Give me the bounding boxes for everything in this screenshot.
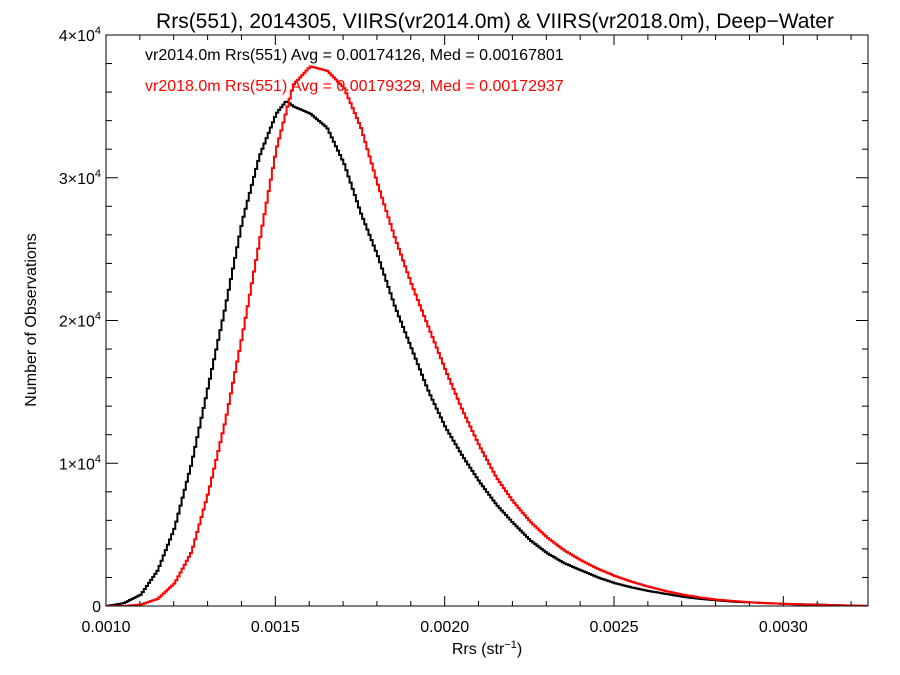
y-axis-label: Number of Observations — [23, 233, 40, 406]
x-axis-label: Rrs (str−1) — [452, 639, 522, 658]
y-tick-label: 1×104 — [59, 453, 101, 473]
legend-entry-1: vr2014.0m Rrs(551) Avg = 0.00174126, Med… — [145, 47, 564, 64]
y-tick-label: 4×104 — [59, 25, 101, 45]
chart-title: Rrs(551), 2014305, VIIRS(vr2014.0m) & VI… — [156, 10, 834, 33]
x-tick-label: 0.0020 — [420, 619, 469, 636]
series-line-1 — [106, 100, 868, 606]
y-tick-label: 0 — [92, 599, 101, 616]
x-tick-label: 0.0025 — [590, 619, 639, 636]
x-tick-label: 0.0015 — [251, 619, 300, 636]
plot-frame — [105, 34, 869, 607]
x-tick-label: 0.0030 — [759, 619, 808, 636]
legend-entry-2: vr2018.0m Rrs(551) Avg = 0.00179329, Med… — [145, 78, 564, 95]
x-tick-label: 0.0010 — [82, 619, 131, 636]
y-tick-label: 2×104 — [59, 311, 101, 331]
series-line-2 — [106, 65, 868, 606]
y-tick-label: 3×104 — [59, 168, 101, 188]
